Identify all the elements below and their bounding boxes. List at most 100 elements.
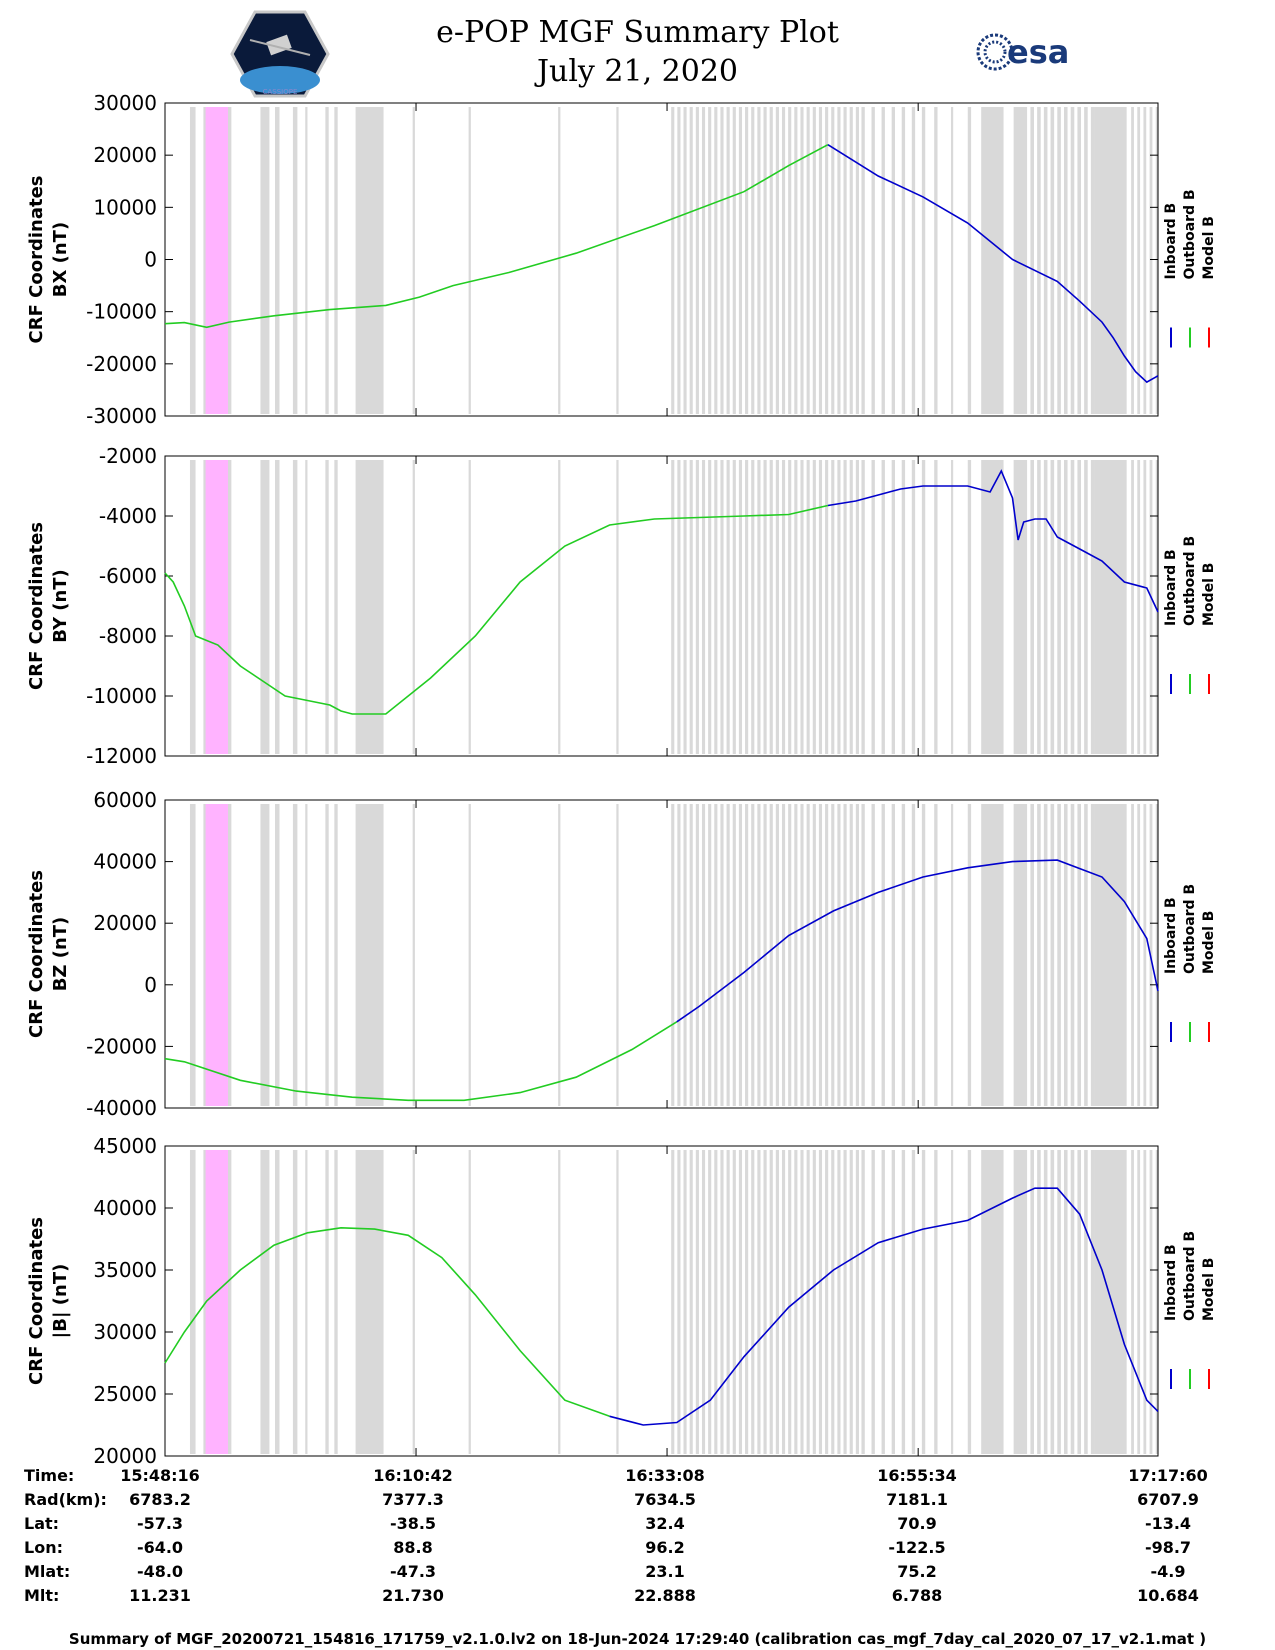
data-gap-shade bbox=[468, 804, 471, 1106]
legend-label-outboard: Outboard B bbox=[1182, 189, 1198, 279]
data-gap-shade bbox=[1037, 107, 1041, 414]
data-gap-shade bbox=[775, 460, 779, 754]
data-gap-shade bbox=[881, 460, 885, 754]
y-tick-label: 40000 bbox=[93, 850, 157, 874]
data-gap-shade bbox=[1149, 107, 1153, 414]
data-gap-shade bbox=[757, 1150, 761, 1454]
orbit-row-value: 75.2 bbox=[897, 1562, 937, 1581]
y-tick-label: 0 bbox=[144, 973, 157, 997]
data-gap-shade bbox=[695, 460, 699, 754]
y-tick-label: -2000 bbox=[99, 444, 157, 468]
data-gap-shade bbox=[558, 1150, 561, 1454]
data-gap-shade bbox=[921, 1150, 926, 1454]
y-tick-label: -8000 bbox=[99, 624, 157, 648]
data-gap-shade bbox=[677, 460, 681, 754]
legend-label-outboard: Outboard B bbox=[1182, 884, 1198, 974]
data-gap-shade bbox=[695, 107, 699, 414]
data-gap-shade bbox=[189, 804, 196, 1106]
data-gap-shade bbox=[825, 107, 829, 414]
orbit-row-value: 23.1 bbox=[645, 1562, 685, 1581]
data-gap-shade bbox=[334, 107, 338, 414]
orbit-row-value: -47.3 bbox=[389, 1562, 437, 1581]
data-gap-shade bbox=[355, 107, 384, 414]
data-gap-shade bbox=[950, 1150, 954, 1454]
data-gap-shade bbox=[901, 460, 906, 754]
data-gap-shade bbox=[1037, 804, 1041, 1106]
data-gap-shade bbox=[616, 460, 619, 754]
orbit-row-value: 10.684 bbox=[1137, 1586, 1199, 1605]
data-gap-shade bbox=[901, 804, 906, 1106]
orbit-row-label: Lat: bbox=[24, 1514, 60, 1533]
data-gap-shade bbox=[751, 804, 755, 1106]
data-gap-shade bbox=[738, 107, 743, 414]
highlight-band bbox=[205, 107, 229, 414]
data-gap-shade bbox=[843, 460, 847, 754]
data-gap-shade bbox=[1077, 460, 1082, 754]
data-gap-shade bbox=[701, 460, 706, 754]
orbit-row-value: 6783.2 bbox=[129, 1490, 191, 1509]
data-gap-shade bbox=[1063, 804, 1068, 1106]
data-gap-shade bbox=[1043, 460, 1048, 754]
y-tick-label: -6000 bbox=[99, 564, 157, 588]
data-gap-shade bbox=[695, 804, 699, 1106]
data-gap-shade bbox=[751, 1150, 755, 1454]
data-gap-shade bbox=[468, 460, 471, 754]
orbit-row-value: -98.7 bbox=[1144, 1538, 1192, 1557]
data-gap-shade bbox=[921, 107, 926, 414]
data-gap-shade bbox=[726, 460, 730, 754]
data-gap-shade bbox=[806, 460, 810, 754]
orbit-row-value: 16:33:08 bbox=[625, 1466, 705, 1485]
data-gap-shade bbox=[732, 460, 736, 754]
data-gap-shade bbox=[806, 107, 810, 414]
data-gap-shade bbox=[708, 107, 712, 414]
data-gap-shade bbox=[1050, 460, 1055, 754]
legend-label-inboard: Inboard B bbox=[1163, 897, 1179, 974]
y-tick-label: 40000 bbox=[93, 1196, 157, 1220]
data-gap-shade bbox=[1063, 460, 1068, 754]
data-gap-shade bbox=[800, 460, 804, 754]
data-gap-shade bbox=[837, 1150, 841, 1454]
orbit-row-value: 17:17:60 bbox=[1128, 1466, 1208, 1485]
data-gap-shade bbox=[745, 804, 749, 1106]
data-gap-shade bbox=[689, 107, 693, 414]
data-gap-shade bbox=[1030, 1150, 1035, 1454]
data-gap-shade bbox=[558, 460, 561, 754]
data-gap-shade bbox=[683, 460, 687, 754]
data-gap-shade bbox=[794, 107, 798, 414]
data-gap-shade bbox=[1063, 1150, 1068, 1454]
data-gap-shade bbox=[812, 1150, 816, 1454]
data-gap-shade bbox=[871, 1150, 875, 1454]
y-tick-label: 30000 bbox=[93, 91, 157, 115]
data-gap-shade bbox=[1057, 1150, 1061, 1454]
y-axis-label: CRF Coordinates bbox=[26, 176, 47, 344]
series-outboard-b bbox=[164, 143, 829, 329]
orbit-row-value: 15:48:16 bbox=[120, 1466, 200, 1485]
data-gap-shade bbox=[334, 1150, 338, 1454]
data-gap-shade bbox=[1155, 804, 1159, 1106]
data-gap-shade bbox=[1037, 1150, 1041, 1454]
y-tick-label: -12000 bbox=[86, 744, 157, 768]
data-gap-shade bbox=[788, 107, 792, 414]
data-gap-shade bbox=[558, 804, 561, 1106]
data-gap-shade bbox=[788, 804, 792, 1106]
data-gap-shade bbox=[1084, 1150, 1088, 1454]
highlight-band bbox=[205, 460, 229, 754]
data-gap-shade bbox=[861, 460, 865, 754]
y-axis-label: CRF Coordinates bbox=[26, 1217, 47, 1385]
y-tick-label: -10000 bbox=[86, 684, 157, 708]
data-gap-shade bbox=[921, 460, 926, 754]
data-gap-shade bbox=[412, 804, 415, 1106]
data-gap-shade bbox=[671, 107, 675, 414]
data-gap-shade bbox=[1037, 460, 1041, 754]
legend-label-inboard: Inboard B bbox=[1163, 203, 1179, 280]
data-gap-shade bbox=[911, 1150, 916, 1454]
y-axis-label: BX (nT) bbox=[50, 222, 71, 297]
data-gap-shade bbox=[981, 107, 1004, 414]
series-inboard-b bbox=[827, 469, 1159, 613]
data-gap-shade bbox=[1084, 804, 1088, 1106]
data-gap-shade bbox=[558, 107, 561, 414]
data-gap-shade bbox=[1090, 460, 1095, 754]
data-gap-shade bbox=[683, 107, 687, 414]
orbit-info-table: Time: 15:48:16 16:10:42 16:33:08 16:55:34 17:… bbox=[0, 1466, 1275, 1621]
data-gap-shade bbox=[1077, 1150, 1082, 1454]
